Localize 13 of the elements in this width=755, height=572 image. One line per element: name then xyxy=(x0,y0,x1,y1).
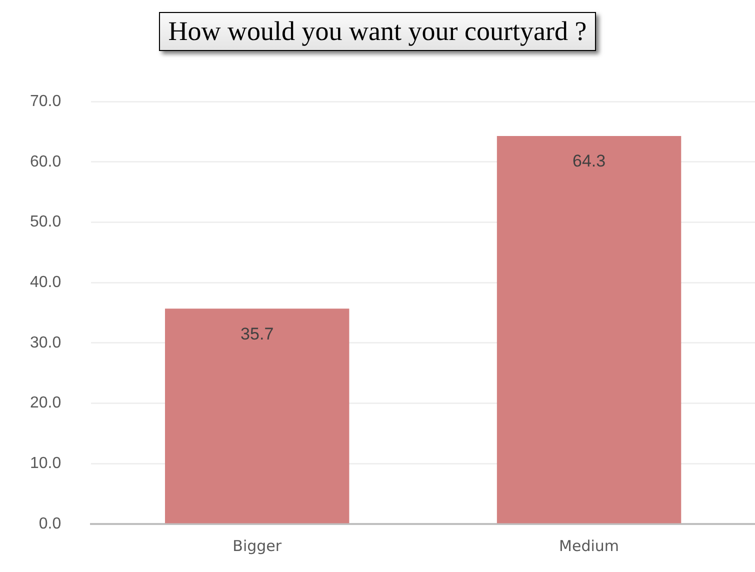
x-tick-label: Medium xyxy=(559,536,620,555)
y-tick-label: 30.0 xyxy=(30,334,62,352)
y-tick-label: 60.0 xyxy=(30,153,62,170)
y-tick-label: 50.0 xyxy=(30,214,62,231)
y-tick-label: 70.0 xyxy=(30,93,62,110)
chart-title: How would you want your courtyard ? xyxy=(159,12,596,50)
y-tick-label: 20.0 xyxy=(30,394,62,412)
data-label: 64.3 xyxy=(572,152,606,171)
y-tick-label: 0.0 xyxy=(38,515,62,532)
y-tick-label: 10.0 xyxy=(30,455,62,472)
y-tick-label: 40.0 xyxy=(30,274,62,292)
data-label: 35.7 xyxy=(240,324,274,344)
x-tick-label: Bigger xyxy=(232,536,282,555)
